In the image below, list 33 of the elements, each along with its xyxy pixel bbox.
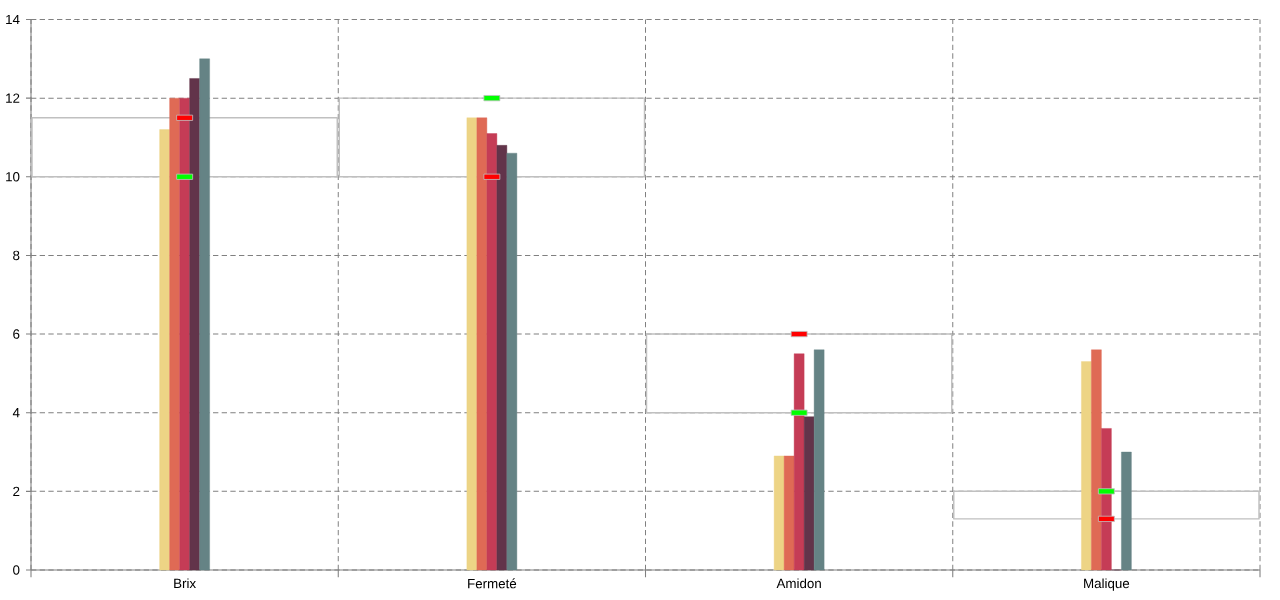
- bar: [783, 455, 795, 571]
- bar: [813, 349, 825, 571]
- bar: [189, 78, 200, 571]
- x-tick-label: Fermeté: [468, 578, 517, 589]
- bar: [803, 416, 815, 571]
- y-tick-label: 6: [13, 329, 20, 339]
- bar: [169, 97, 180, 571]
- x-tick-label: Malique: [1084, 578, 1130, 591]
- y-tick-label: 12: [6, 93, 20, 103]
- y-tick-label: 14: [6, 14, 20, 25]
- bar: [1091, 349, 1102, 571]
- x-tick-label: Amidon: [776, 578, 821, 589]
- bar: [1121, 451, 1132, 571]
- y-tick-label: 2: [13, 486, 20, 497]
- bar: [496, 145, 508, 571]
- y-tick-label: 0: [13, 565, 20, 575]
- bar: [793, 353, 805, 571]
- bar: [476, 117, 488, 571]
- y-tick-label: 4: [12, 408, 20, 418]
- bar: [506, 152, 518, 571]
- bar: [1081, 361, 1092, 571]
- y-tick-label: 10: [6, 172, 20, 182]
- bar: [1101, 428, 1112, 571]
- bar: [953, 490, 1260, 520]
- bar: [199, 58, 210, 571]
- y-tick-label: 8: [13, 250, 20, 261]
- x-tick-label: Brix: [174, 578, 196, 589]
- bar: [466, 117, 478, 571]
- bar: [159, 129, 170, 571]
- bar: [645, 333, 953, 414]
- bar: [179, 97, 190, 571]
- bar: [486, 133, 498, 571]
- bar: [773, 455, 785, 571]
